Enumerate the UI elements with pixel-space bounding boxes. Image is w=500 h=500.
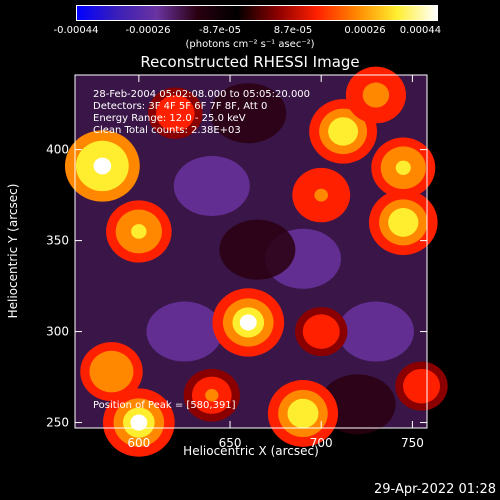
heatmap-source [395,214,412,231]
plot-frame [74,74,428,429]
heatmap-source [205,389,219,402]
annotation-line: 28-Feb-2004 05:02:08.000 to 05:05:20.000 [93,89,310,100]
heatmap-source [93,157,112,175]
heatmap-dim-region [337,301,414,362]
heatmap-source [104,364,119,379]
y-tick-label: 250 [46,416,69,430]
colorbar-tick: -0.00026 [125,25,171,36]
heatmap-dim-region [146,301,223,362]
axis-ticks: 600 650 700 750 250 300 350 400 [46,75,427,450]
heatmap-source [368,88,384,102]
colorbar-tick: 0.00026 [344,25,386,36]
plot-area: 600 650 700 750 250 300 350 400 28-Feb-2004 05:… [46,66,448,457]
x-tick-label: 700 [310,436,333,450]
timestamp: 29-Apr-2022 01:28 [374,482,496,497]
y-axis-label: Heliocentric Y (arcsec) [6,183,20,319]
heatmap-dim-region [173,155,250,216]
colorbar-tick: -0.00044 [53,25,99,36]
heatmap-dim-region [319,374,396,435]
heatmap-source [415,380,428,392]
colorbar-gradient [77,6,437,20]
colorbar [76,5,438,21]
y-tick-label: 300 [46,325,69,339]
y-tick-label: 400 [46,143,69,157]
heatmap-sources [64,66,448,457]
annotations: 28-Feb-2004 05:02:08.000 to 05:05:20.000… [93,89,310,411]
y-tick-label: 350 [46,234,69,248]
colorbar-tick: 0.00044 [399,25,442,36]
colorbar-units: (photons cm⁻² s⁻¹ asec⁻²) [185,39,315,50]
x-tick-label: 650 [219,436,242,450]
heatmap-source [314,188,329,202]
x-tick-label: 600 [127,436,150,450]
heatmap-source [131,224,147,239]
heatmap-dim-region [219,219,296,280]
x-axis-label: Heliocentric X (arcsec) [183,444,319,458]
heatmap-source [168,107,182,120]
annotation-line: Clean Total counts: 2.38E+03 [93,125,241,136]
heatmap-source [395,160,411,175]
annotation-line: Energy Range: 12.0 - 25.0 keV [93,113,246,124]
heatmap-source [315,325,328,338]
heatmap-svg: 600 650 700 750 250 300 350 400 28-Feb-2004 05:… [46,66,448,457]
peak-label: Position of Peak = [580,391] [93,400,236,411]
heatmap-source [294,405,312,422]
heatmap-dim-region [210,83,287,144]
annotation-line: Detectors: 3F 4F 5F 6F 7F 8F, Att 0 [93,101,267,112]
heatmap-source [335,123,352,139]
x-tick-label: 750 [401,436,424,450]
colorbar-tick: 8.7e-05 [273,25,313,36]
heatmap-source [239,314,257,331]
colorbar-tick: -8.7e-05 [199,25,241,36]
chart-title: Reconstructed RHESSI Image [140,53,360,71]
